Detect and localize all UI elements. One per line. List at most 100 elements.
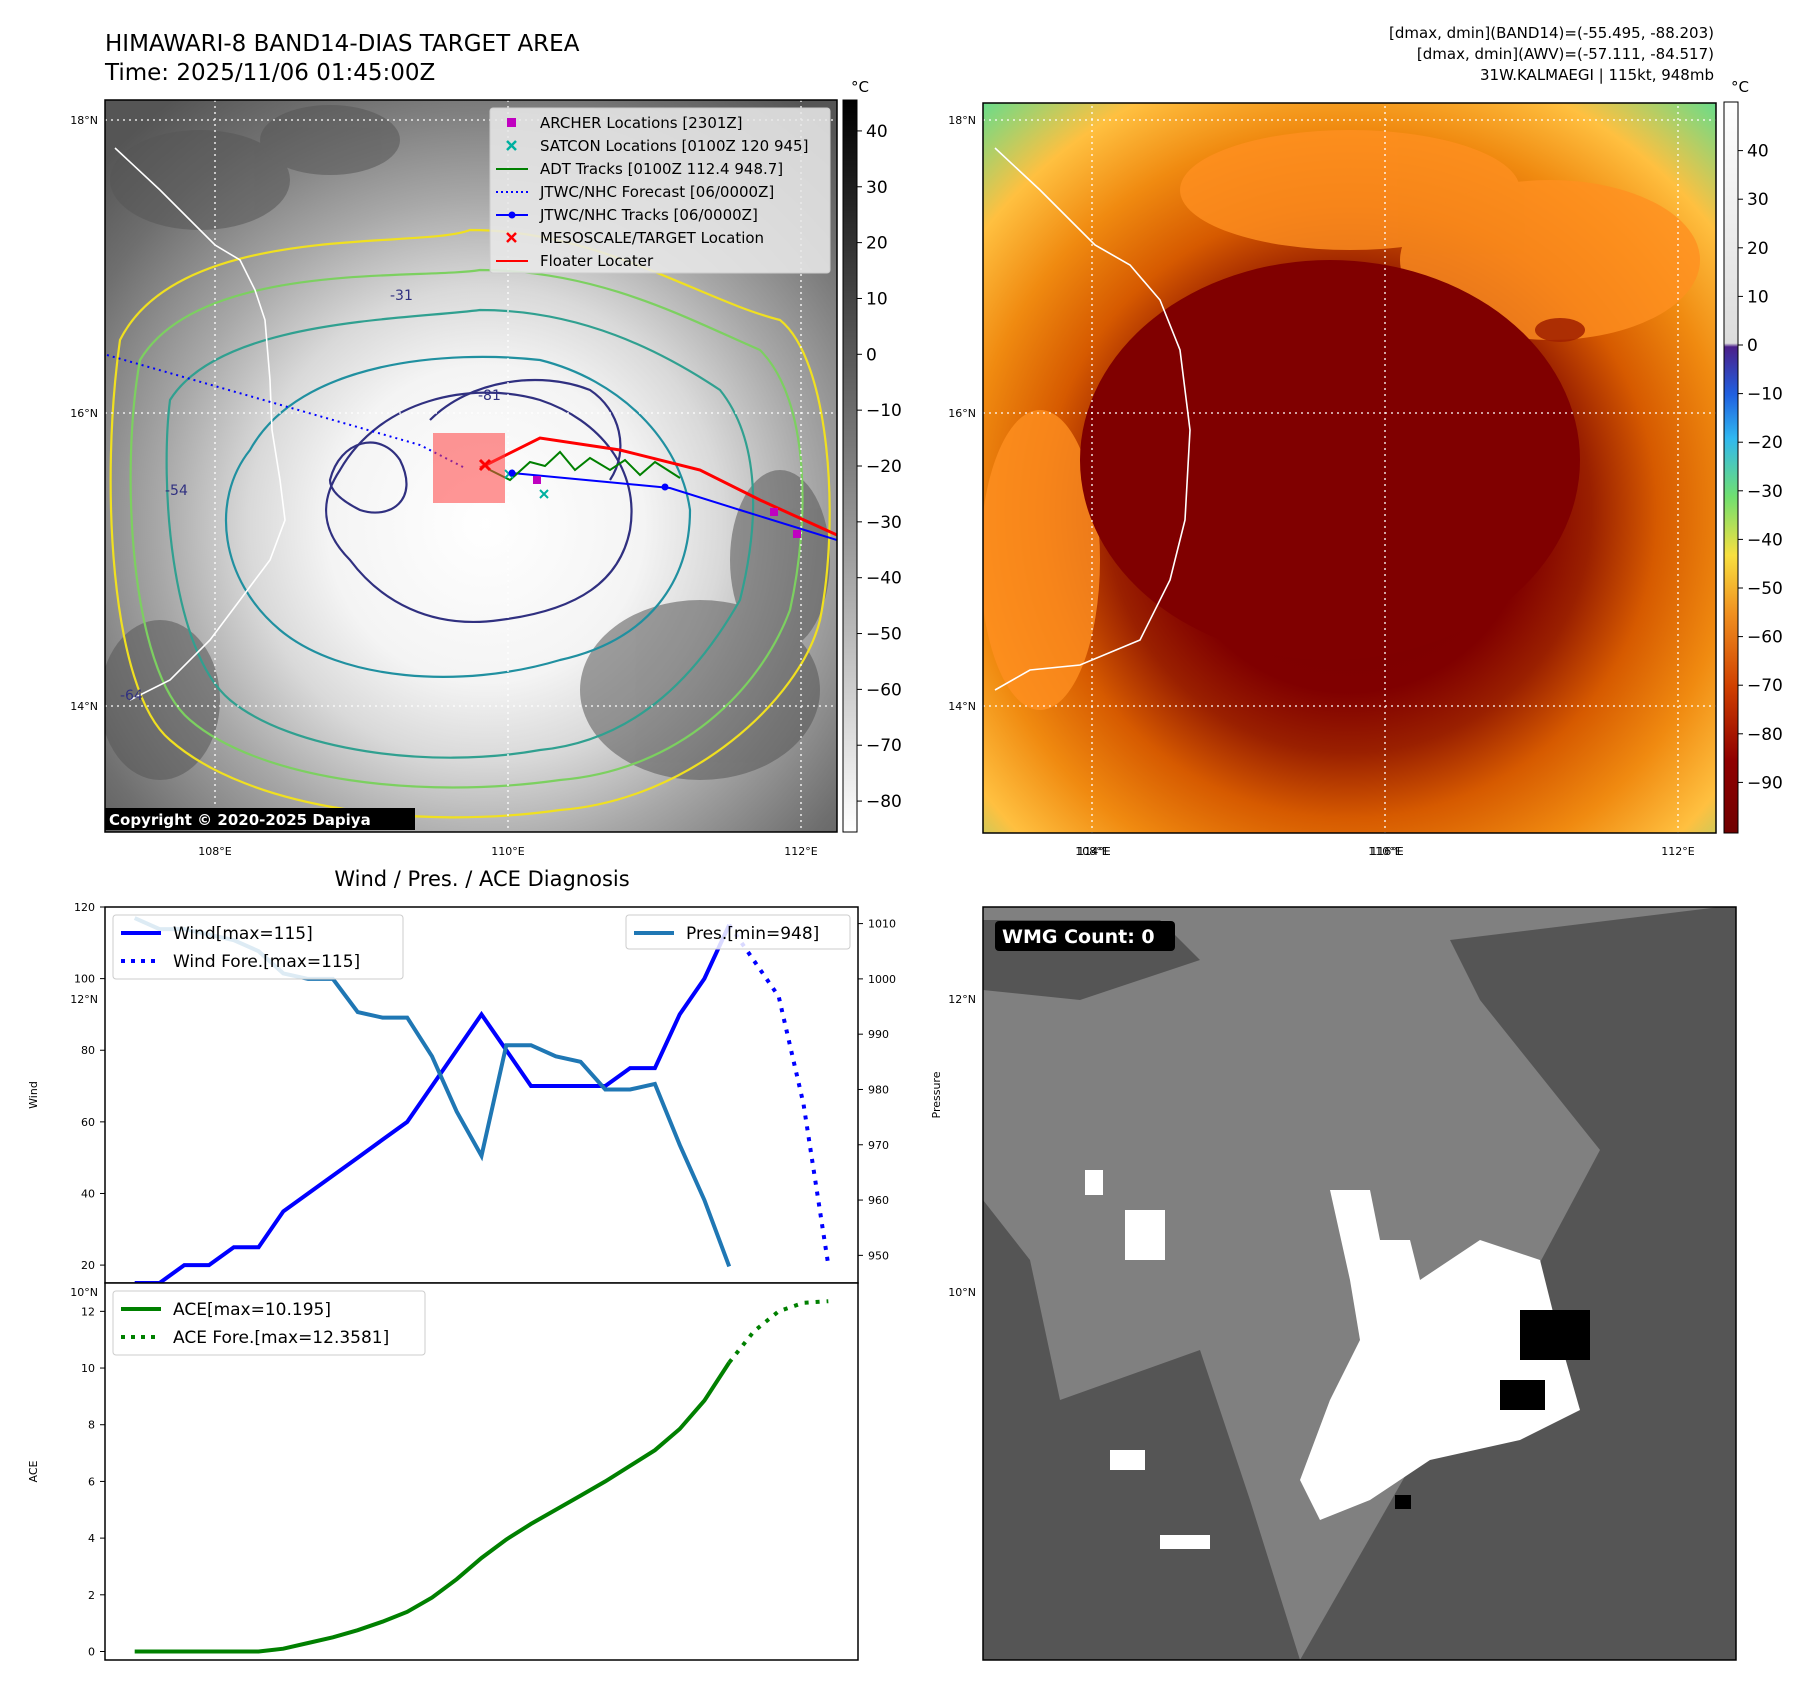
figure-title: HIMAWARI-8 BAND14-DIAS TARGET AREA: [105, 31, 580, 57]
y2-tick-label: 980: [868, 1083, 889, 1096]
track-legend: ARCHER Locations [2301Z] SATCON Locations…: [489, 107, 831, 274]
legend-entry: JTWC/NHC Forecast [06/0000Z]: [496, 183, 774, 201]
color-colorbar-tick: −10: [1747, 385, 1783, 405]
copyright-text: Copyright © 2020-2025 Dapiya: [109, 811, 371, 829]
color-colorbar-unit: °C: [1731, 78, 1749, 96]
color-colorbar-tick: −80: [1747, 725, 1783, 745]
jtwc-forecast-line: [106, 354, 466, 469]
color-colorbar-tick: 20: [1747, 239, 1769, 259]
gray-colorbar-tick: −70: [866, 736, 902, 756]
wmg-count-label: WMG Count: 0: [1002, 926, 1155, 948]
gray-colorbar: [842, 99, 858, 833]
copyright-box: [105, 808, 415, 830]
chart-legend-label: Wind Fore.[max=115]: [173, 952, 360, 972]
legend-label: ARCHER Locations [2301Z]: [540, 114, 743, 132]
gray-colorbar-tick: −10: [866, 401, 902, 421]
dmax-band14: [dmax, dmin](BAND14)=(-55.495, -88.203): [1389, 24, 1714, 42]
lat-tick-label: 14°N: [948, 700, 976, 713]
legend-entry: ARCHER Locations [2301Z]: [507, 114, 743, 132]
legend-entry: Floater Locater: [496, 252, 654, 270]
gray-colorbar-tick: 40: [866, 122, 888, 142]
figure-time: Time: 2025/11/06 01:45:00Z: [104, 60, 435, 86]
lat-tick-label: 18°N: [70, 114, 98, 127]
wmg-frame: [982, 906, 1737, 1661]
diagnosis-title: Wind / Pres. / ACE Diagnosis: [334, 867, 629, 891]
gray-colorbar-tick: 10: [866, 289, 888, 309]
jtwc-track-line: [511, 472, 837, 541]
contour-label: -31: [390, 288, 413, 304]
floater-line: [479, 436, 837, 537]
lat-tick-label: 12°N: [70, 993, 98, 1006]
y-tick-label: 0: [88, 1645, 95, 1658]
target-area-box: [433, 433, 505, 503]
lat-tick-label: 14°N: [70, 700, 98, 713]
legend-label: Floater Locater: [540, 252, 654, 270]
legend-label: ADT Tracks [0100Z 112.4 948.7]: [540, 160, 783, 178]
legend-entry: MESOSCALE/TARGET Location: [506, 229, 764, 247]
lon-tick-label: 110°E: [491, 845, 524, 858]
chart-legend-label: ACE[max=10.195]: [173, 1300, 331, 1320]
gray-colorbar-tick: 0: [866, 345, 877, 365]
lon-tick-label: 108°E: [198, 845, 231, 858]
y2-axis-label: Pressure: [930, 1071, 943, 1118]
legend-entry: SATCON Locations [0100Z 120 945]: [506, 137, 808, 155]
lon-tick-label: 112°E: [784, 845, 817, 858]
wind-pressure-chart: 20 40 60 80 100 120 Wind 950 960 970 980 990 1000 101…: [27, 901, 943, 1285]
y-axis-label: ACE: [27, 1460, 40, 1482]
y2-tick-label: 960: [868, 1194, 889, 1207]
color-colorbar-tick: −40: [1747, 530, 1783, 550]
legend-label: JTWC/NHC Tracks [06/0000Z]: [539, 206, 758, 224]
ace-chart: 0 2 4 6 8 10 12 ACE ACE[max=10.195] ACE Fore.[max…: [27, 1282, 859, 1661]
y-tick-label: 2: [88, 1589, 95, 1602]
lat-tick-label: 16°N: [948, 407, 976, 420]
color-colorbar-tick: 30: [1747, 190, 1769, 210]
gray-colorbar-tick: 30: [866, 178, 888, 198]
legend-label: JTWC/NHC Forecast [06/0000Z]: [539, 183, 774, 201]
dmax-awv: [dmax, dmin](AWV)=(-57.111, -84.517): [1417, 45, 1714, 63]
lat-tick-label: 16°N: [70, 407, 98, 420]
legend-entry: JTWC/NHC Tracks [06/0000Z]: [496, 206, 758, 224]
wmg-count-box: [995, 921, 1175, 951]
gray-colorbar-tick: 20: [866, 234, 888, 254]
series-line: [134, 924, 732, 1285]
lon-tick-label: 114°E: [1077, 845, 1110, 858]
color-colorbar-tick: 0: [1747, 336, 1758, 356]
contour-label: -54: [165, 483, 188, 499]
y-tick-label: 120: [74, 901, 95, 914]
lat-tick-label: 18°N: [948, 114, 976, 127]
gray-colorbar-tick: −60: [866, 680, 902, 700]
gray-colorbar-tick: −80: [866, 792, 902, 812]
y2-tick-label: 970: [868, 1139, 889, 1152]
color-colorbar-tick: −70: [1747, 676, 1783, 696]
y-tick-label: 100: [74, 973, 95, 986]
color-colorbar-tick: −30: [1747, 482, 1783, 502]
lat-tick-label: 10°N: [70, 1286, 98, 1299]
chart-legend-label: Wind[max=115]: [173, 924, 313, 944]
y-tick-label: 80: [81, 1044, 95, 1057]
color-map-frame: [982, 102, 1717, 834]
lon-tick-label: 108°E: [1075, 845, 1108, 858]
y-tick-label: 6: [88, 1475, 95, 1488]
legend-label: MESOSCALE/TARGET Location: [540, 229, 764, 247]
lat-tick-label: 10°N: [948, 1286, 976, 1299]
gray-colorbar-tick: −40: [866, 569, 902, 589]
gray-colorbar-tick: −50: [866, 625, 902, 645]
chart-legend-label: ACE Fore.[max=12.3581]: [173, 1328, 389, 1348]
legend-label: SATCON Locations [0100Z 120 945]: [540, 137, 808, 155]
lon-tick-label: 116°E: [1370, 845, 1403, 858]
color-colorbar-tick: −20: [1747, 433, 1783, 453]
gray-colorbar-tick: −30: [866, 513, 902, 533]
y2-tick-label: 990: [868, 1028, 889, 1041]
lon-tick-label: 112°E: [1661, 845, 1694, 858]
series-line: [134, 1361, 731, 1654]
y2-tick-label: 950: [868, 1249, 889, 1262]
y-tick-label: 20: [81, 1259, 95, 1272]
y-tick-label: 40: [81, 1187, 95, 1200]
y2-tick-label: 1000: [868, 973, 896, 986]
y-axis-label: Wind: [27, 1081, 40, 1109]
color-colorbar-tick: −90: [1747, 773, 1783, 793]
color-colorbar-tick: −50: [1747, 579, 1783, 599]
gray-colorbar-unit: °C: [851, 78, 869, 96]
y-tick-label: 60: [81, 1116, 95, 1129]
